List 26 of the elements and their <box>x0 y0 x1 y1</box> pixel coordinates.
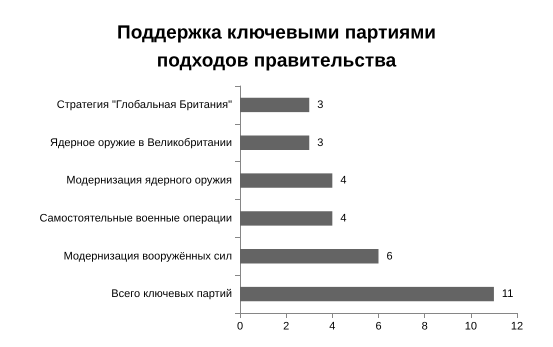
y-tick-label: Стратегия "Глобальная Британия" <box>56 98 232 111</box>
x-tick-label: 4 <box>329 320 336 332</box>
bar <box>240 98 310 112</box>
data-label: 11 <box>502 288 514 300</box>
y-tick-label: Самостоятельные военные операции <box>39 212 232 224</box>
x-tick-label: 2 <box>283 320 290 332</box>
y-tick-label: Модернизация вооружённых сил <box>64 250 232 262</box>
bar <box>240 249 378 264</box>
x-tick-label: 8 <box>422 320 428 332</box>
x-tick-label: 0 <box>236 320 244 332</box>
bar <box>240 286 494 302</box>
data-label: 3 <box>317 136 324 149</box>
data-label: 4 <box>340 212 346 224</box>
data-label: 3 <box>317 98 324 111</box>
bar <box>240 173 332 188</box>
y-tick-label: Модернизация ядерного оружия <box>66 174 232 187</box>
data-label: 4 <box>340 174 346 187</box>
y-tick-label: Ядерное оружие в Великобритании <box>50 136 232 149</box>
chart-title: Поддержка ключевыми партиями подходов правительства <box>117 22 436 72</box>
y-tick-label: Всего ключевых партий <box>111 288 232 300</box>
x-tick-label: 6 <box>375 320 382 332</box>
bar <box>240 136 310 150</box>
x-tick-label: 10 <box>464 320 477 332</box>
bar <box>240 211 332 226</box>
data-label: 6 <box>386 250 393 262</box>
x-tick-label: 12 <box>510 320 524 332</box>
